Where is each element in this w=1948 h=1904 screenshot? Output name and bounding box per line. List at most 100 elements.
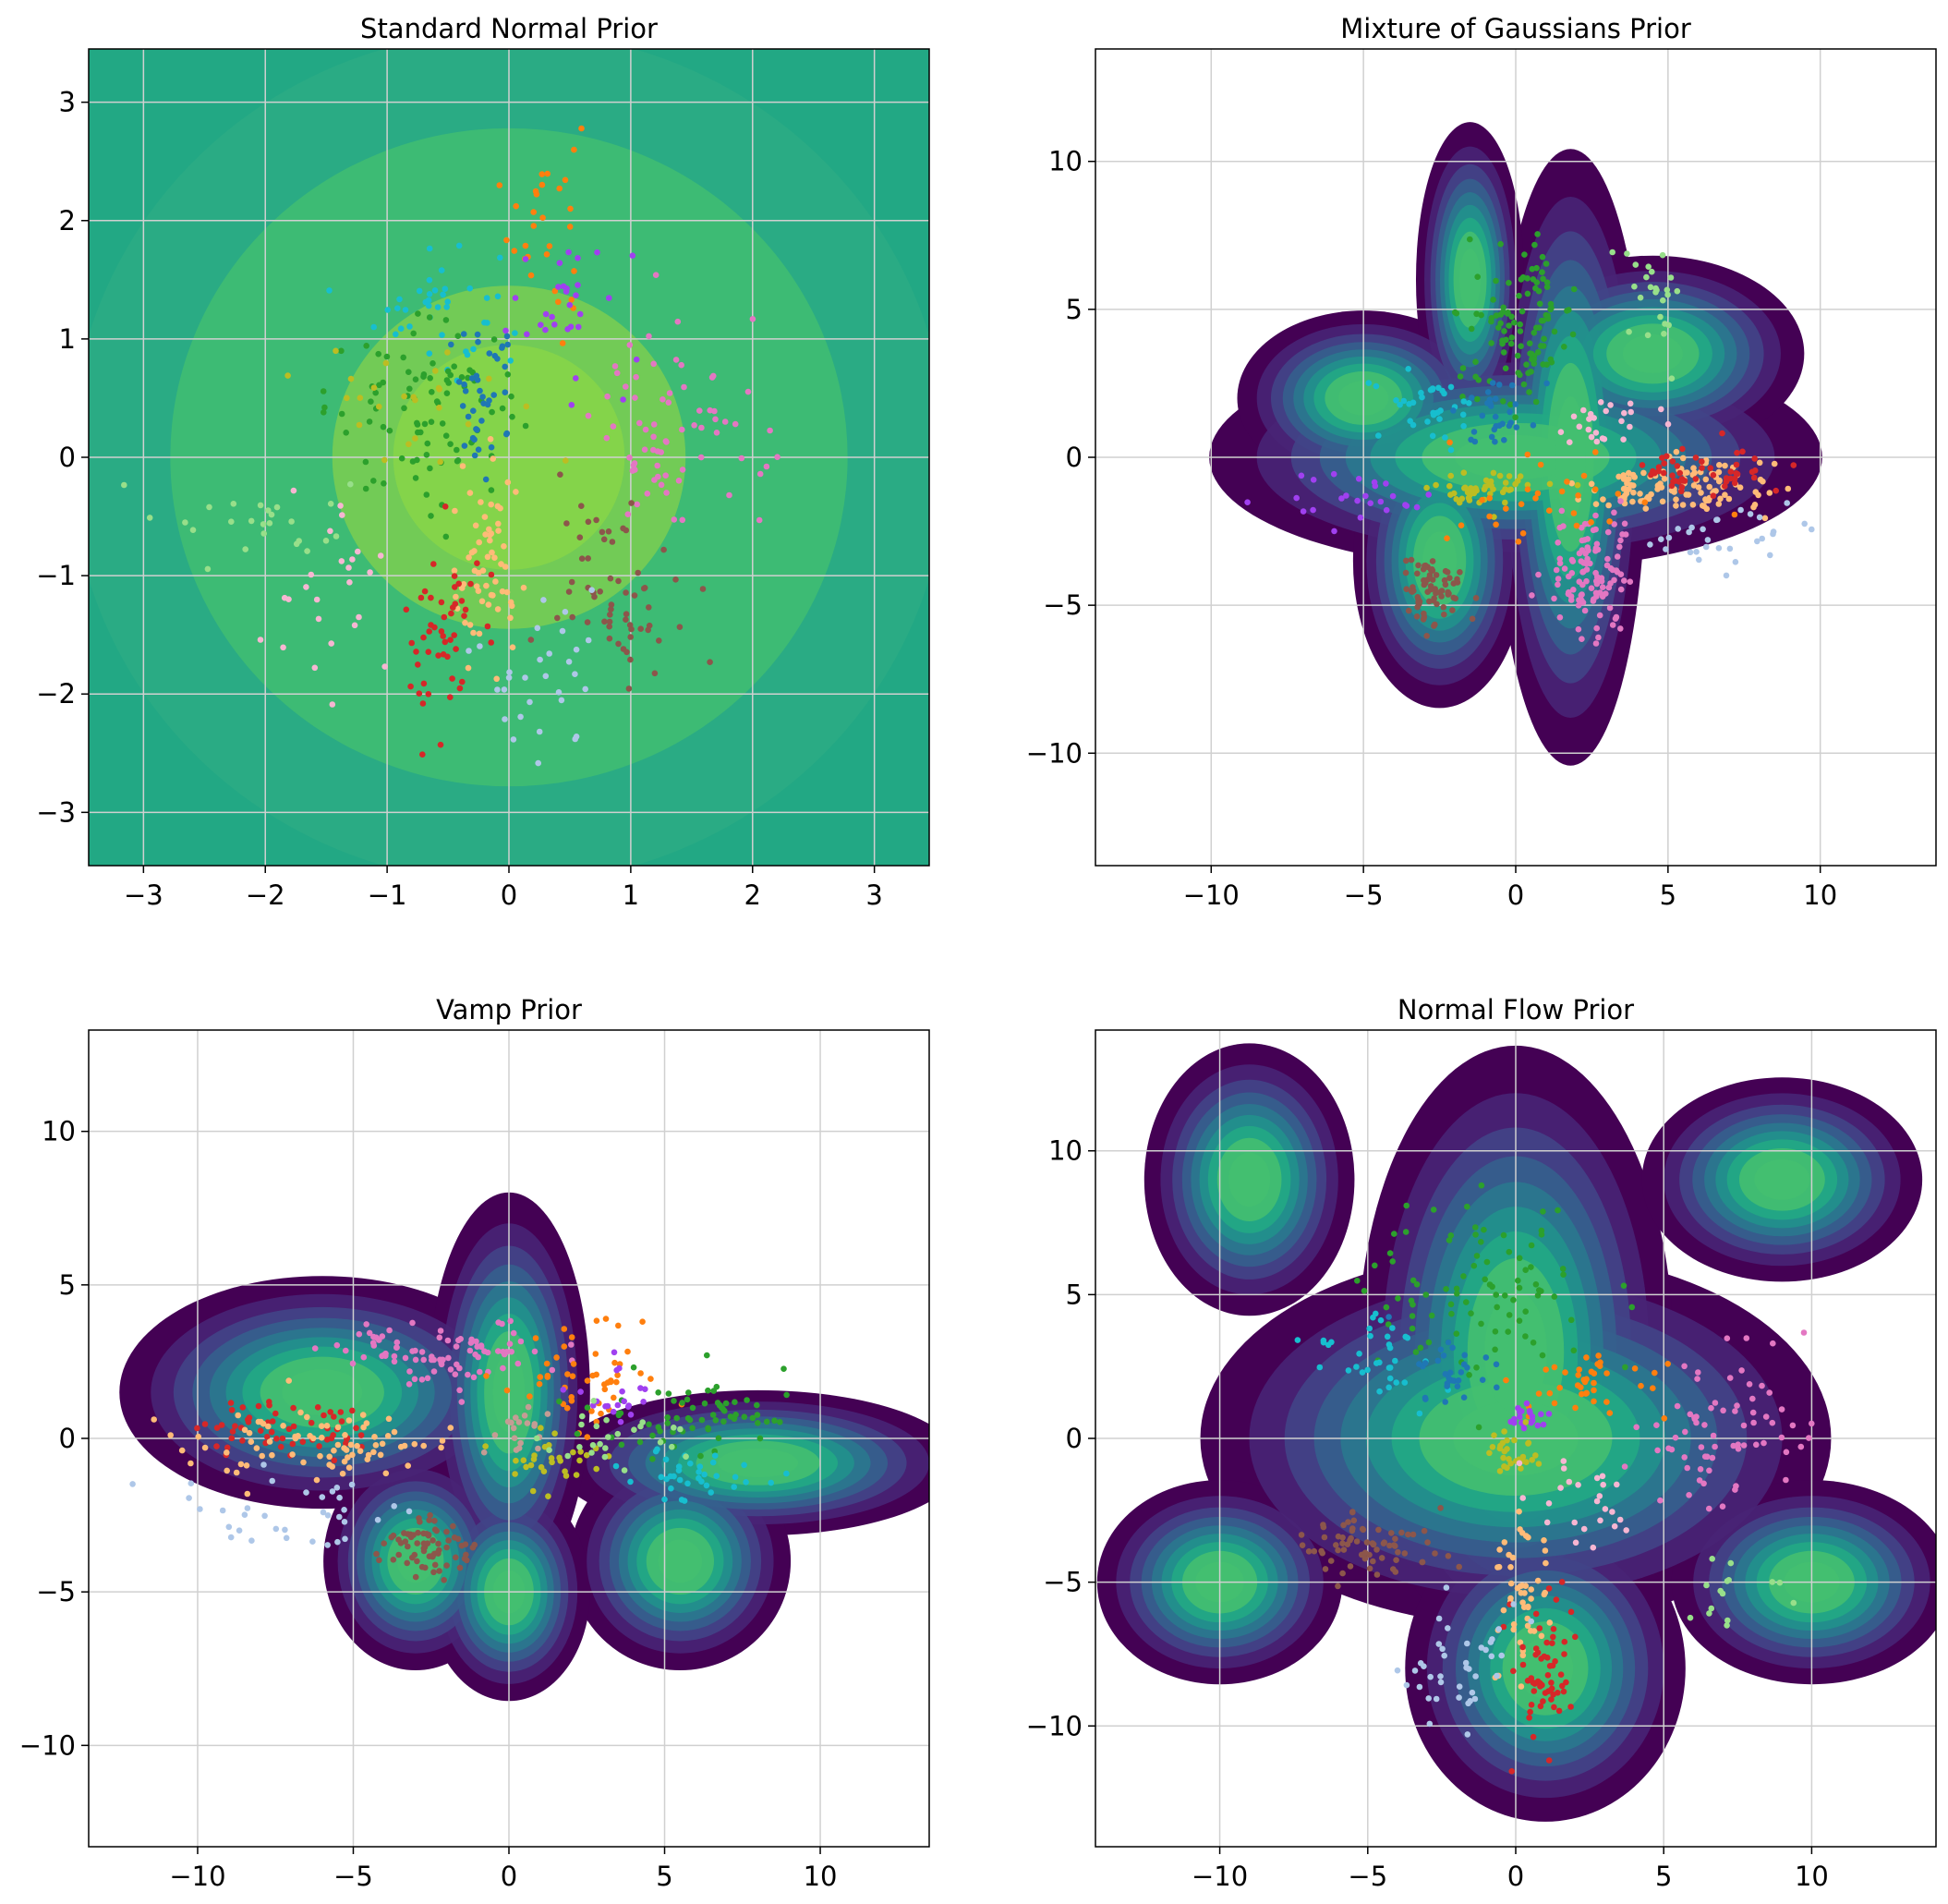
point-cluster-6 [569,613,575,621]
point-cluster-0 [500,1348,506,1355]
point-cluster-9 [1591,486,1599,492]
point-cluster-1 [1385,1341,1393,1348]
point-cluster-3 [1650,1385,1656,1391]
point-cluster-3 [342,1432,348,1438]
point-cluster-3 [406,385,413,393]
point-cluster-8 [269,1477,276,1485]
point-cluster-3 [439,420,446,427]
point-cluster-7 [590,1402,597,1409]
point-cluster-4 [455,379,463,385]
point-cluster-1 [1660,297,1666,304]
point-cluster-5 [1668,482,1676,490]
point-cluster-9 [583,1451,590,1459]
point-cluster-6 [565,588,573,595]
point-cluster-4 [465,413,472,420]
point-cluster-6 [1556,555,1564,563]
point-cluster-9 [1641,499,1649,506]
point-cluster-0 [556,185,563,192]
point-cluster-0 [1628,1304,1636,1311]
point-cluster-4 [1528,1419,1534,1426]
point-cluster-0 [356,1330,363,1338]
point-cluster-7 [1321,1534,1328,1541]
point-cluster-3 [1661,1415,1668,1422]
point-cluster-6 [1769,1419,1776,1426]
point-cluster-4 [1668,487,1676,494]
point-cluster-2 [1385,1314,1392,1320]
point-cluster-11 [1704,537,1712,543]
point-cluster-3 [371,1434,378,1440]
point-cluster-1 [563,288,570,295]
point-cluster-1 [1668,375,1676,382]
point-cluster-0 [1473,1253,1481,1259]
point-cluster-3 [1492,413,1499,420]
point-cluster-3 [443,390,451,397]
point-cluster-7 [1441,611,1447,618]
point-cluster-0 [453,1343,460,1350]
point-cluster-2 [483,295,490,301]
point-cluster-11 [1724,1578,1731,1584]
point-cluster-0 [555,298,562,306]
point-cluster-11 [1696,556,1702,564]
point-cluster-5 [691,422,697,429]
point-cluster-0 [1539,253,1546,261]
point-cluster-10 [204,565,212,573]
y-tick-label: 0 [59,442,76,473]
point-cluster-10 [508,1419,514,1426]
point-cluster-6 [1672,1434,1679,1441]
point-cluster-0 [1468,1310,1474,1316]
x-tick-label: 5 [656,1861,672,1892]
point-cluster-6 [1588,585,1595,591]
point-cluster-1 [1664,291,1671,298]
point-cluster-4 [1689,502,1697,508]
point-cluster-11 [1732,559,1739,565]
point-cluster-7 [1298,1532,1305,1538]
point-cluster-1 [542,310,550,318]
point-cluster-8 [341,1507,347,1513]
point-cluster-5 [666,390,673,396]
grid [1095,49,1936,866]
point-cluster-3 [370,478,377,484]
point-cluster-2 [416,287,423,295]
point-cluster-12 [1627,423,1633,431]
scatter-points [129,1316,790,1583]
point-cluster-8 [1546,1619,1554,1626]
point-cluster-6 [668,1485,674,1492]
point-cluster-4 [504,341,511,348]
point-cluster-2 [1446,1369,1454,1376]
point-cluster-9 [1540,1698,1546,1704]
point-cluster-0 [1408,1297,1415,1304]
point-cluster-2 [269,1418,276,1425]
point-cluster-8 [415,661,421,668]
point-cluster-2 [1454,1383,1461,1389]
point-cluster-1 [502,327,509,334]
point-cluster-3 [384,1433,392,1439]
point-cluster-2 [1446,1375,1452,1382]
point-cluster-4 [417,1519,423,1525]
point-cluster-1 [615,1322,622,1329]
point-cluster-0 [1488,318,1494,325]
point-cluster-12 [412,396,418,404]
point-cluster-0 [513,202,519,210]
point-cluster-10 [1471,1695,1479,1703]
point-cluster-0 [1463,1299,1470,1305]
point-cluster-4 [1605,502,1612,509]
point-cluster-0 [1524,290,1531,297]
point-cluster-5 [636,1438,644,1446]
point-cluster-12 [1621,409,1627,417]
point-cluster-2 [326,287,333,294]
point-cluster-6 [1681,1363,1688,1370]
point-cluster-5 [1661,469,1667,477]
point-cluster-5 [763,463,770,470]
point-cluster-7 [489,549,495,556]
point-cluster-1 [1345,1367,1352,1374]
point-cluster-6 [699,586,707,592]
point-cluster-1 [568,1334,575,1340]
point-cluster-0 [1531,356,1538,363]
point-cluster-4 [1760,478,1766,485]
point-cluster-8 [1517,1583,1524,1590]
point-cluster-5 [705,1387,711,1394]
point-cluster-3 [490,336,498,343]
point-cluster-7 [1403,557,1410,564]
point-cluster-12 [1570,413,1578,420]
point-cluster-2 [349,1407,356,1414]
